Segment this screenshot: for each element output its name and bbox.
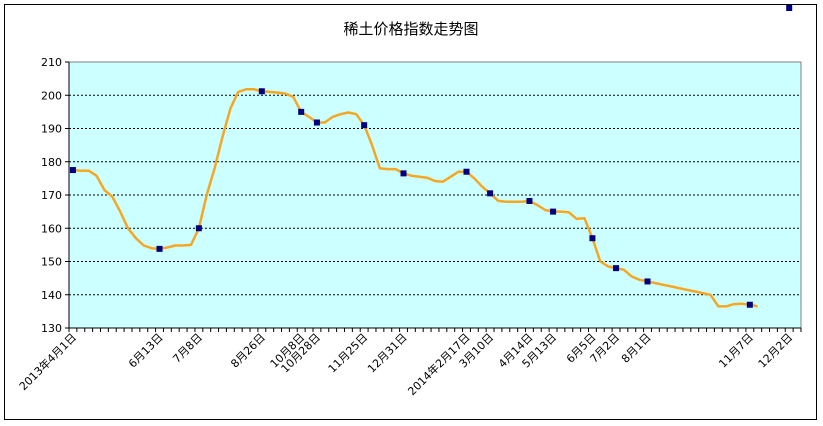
y-tick-label: 190 [41,123,62,136]
data-point-marker [613,265,620,272]
y-tick-label: 180 [41,156,62,169]
gridlines [69,94,801,296]
x-tick-label: 8月26日 [228,331,268,371]
y-tick-label: 210 [41,56,62,69]
y-tick-label: 200 [41,89,62,102]
y-tick-label: 140 [41,289,62,302]
x-tick-label: 8月1日 [619,331,654,366]
data-point-marker [195,225,202,232]
series-line [72,88,758,308]
data-point-marker [644,278,651,285]
y-tick-label: 160 [41,222,62,235]
data-point-marker [487,190,494,197]
x-tick-label: 6月13日 [126,331,166,371]
series-markers [69,5,793,308]
x-tick-label: 7月8日 [170,331,205,366]
chart-title: 稀土价格指数走势图 [343,20,478,38]
x-tick-label: 2013年4月1日 [16,330,79,393]
data-point-marker [313,119,320,126]
data-point-marker [298,108,305,115]
y-tick-label: 170 [41,189,62,202]
line-chart: 稀土价格指数走势图 130 140 150 160 170 180 190 200 210 20… [16,5,802,398]
data-point-marker [526,197,533,204]
data-point-marker [463,168,470,175]
data-point-marker [786,5,793,11]
x-tick-label: 12月31日 [365,331,410,376]
data-point-marker [258,88,265,95]
y-tick-label: 130 [41,322,62,335]
data-point-marker [400,170,407,177]
y-tick-label: 150 [41,256,62,269]
y-axis-ticks: 130 140 150 160 170 180 190 200 210 [41,56,69,335]
data-point-marker [156,245,163,252]
data-point-marker [746,301,753,308]
chart-frame: 稀土价格指数走势图 130 140 150 160 170 180 190 200 210 20… [4,4,817,420]
data-point-marker [550,208,557,215]
x-tick-label: 11月7日 [716,331,756,371]
x-tick-label: 11月25日 [326,331,371,376]
x-tick-label: 12月2日 [756,331,796,371]
data-point-marker [361,122,368,129]
data-point-marker [69,167,76,174]
data-point-marker [589,235,596,242]
